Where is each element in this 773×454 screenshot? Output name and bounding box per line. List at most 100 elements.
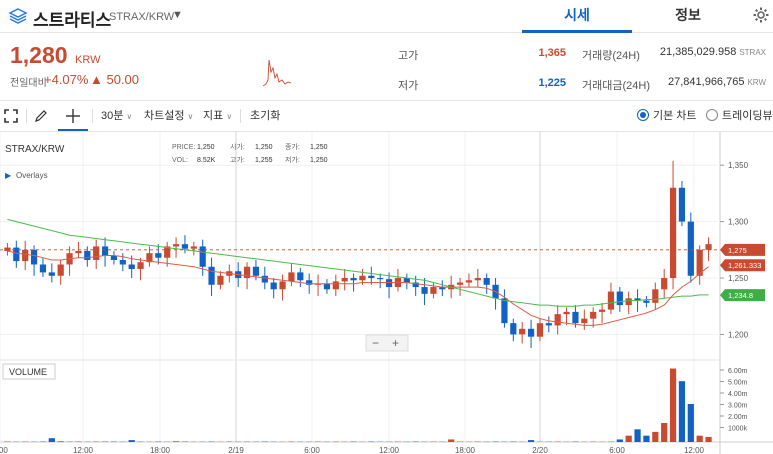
change-percent: +4.07% [44, 72, 89, 87]
candle-body [110, 255, 118, 260]
zoom-out-button[interactable]: − [372, 336, 379, 350]
candle-body [519, 328, 526, 335]
overlays-toggle[interactable]: Overlays [16, 171, 48, 180]
volume-bar [4, 441, 11, 442]
candle-body [590, 311, 597, 319]
candle-body [323, 283, 331, 290]
y-tick-label: 1,250 [728, 274, 749, 283]
x-tick-label: 6:00 [609, 446, 625, 454]
reset-button[interactable]: 초기화 [250, 110, 281, 122]
value-24h-label: 거래대금(24H) [582, 80, 650, 92]
candle-body [13, 247, 20, 262]
candle-body [598, 309, 606, 312]
basic-chart-radio[interactable]: 기본 차트 [637, 101, 697, 131]
candle-body [279, 281, 286, 290]
candle-body [181, 244, 189, 249]
value-24h: 27,841,966,765 KRW [668, 76, 766, 88]
candle-body [439, 287, 446, 290]
candle-body [261, 275, 268, 283]
pencil-icon[interactable] [34, 109, 48, 123]
fullscreen-icon[interactable] [4, 109, 18, 123]
volume-bar [625, 435, 632, 442]
volume-tick-label: 3.00m [728, 403, 748, 410]
chart-grid [0, 132, 773, 454]
candle-body [350, 278, 357, 281]
x-tick-label: 6:00 [0, 446, 8, 454]
candle-body [368, 275, 375, 279]
x-tick-label: 18:00 [455, 446, 476, 454]
candle-body [421, 287, 428, 294]
y-tick-label: 1,350 [728, 161, 749, 170]
info-open-label: 시가: [230, 142, 245, 151]
tradingview-radio[interactable]: 트레이딩뷰 [706, 101, 773, 131]
info-vol-value: 8.52K [197, 157, 216, 164]
chart-settings-menu[interactable]: 차트설정 ∨ [144, 110, 194, 122]
candle-body [687, 221, 694, 276]
price-tag-label: 1,275 [728, 246, 747, 255]
caret-down-icon[interactable]: ▼ [172, 9, 183, 21]
candle-body [678, 187, 686, 222]
candle-body [377, 278, 384, 280]
candle-body [625, 298, 632, 306]
candle-body [403, 278, 410, 283]
candle-body [314, 283, 322, 285]
price-tag-label: 1,234.8 [728, 291, 753, 300]
indicators-menu[interactable]: 지표 ∨ [203, 110, 233, 122]
candle-body [661, 278, 668, 290]
candle-body [57, 264, 64, 276]
candle-body [456, 282, 464, 285]
zoom-control [365, 334, 409, 352]
volume-tick-label: 1000k [728, 426, 748, 433]
x-tick-label: 2/20 [532, 446, 548, 454]
volume-bar [172, 441, 180, 442]
x-tick-label: 2/19 [228, 446, 244, 454]
overlays-caret-icon[interactable]: ▶ [5, 171, 12, 180]
interval-select[interactable]: 30분 ∨ [101, 110, 133, 122]
volume-bar [48, 438, 55, 442]
volume-bar [678, 381, 686, 442]
candle-body [643, 300, 650, 303]
tab-info[interactable]: 정보 [675, 7, 701, 23]
info-close-label: 종가: [285, 142, 300, 151]
volume-title: VOLUME [9, 367, 47, 377]
candle-body [155, 253, 162, 258]
volume-bar [75, 441, 82, 442]
price-chart[interactable]: 1,350 1,300 1,250 1,200 6.00m 5.00m 4.00m 3.00m… [0, 132, 773, 454]
y-tick-label: 1,200 [728, 330, 749, 339]
candle-body [572, 311, 579, 324]
gear-icon[interactable] [752, 6, 770, 24]
candle-body [430, 287, 437, 294]
candle-body [385, 279, 393, 288]
change-label: 전일대비 [10, 78, 47, 89]
candle-body [563, 311, 570, 315]
price-tag-box [720, 289, 765, 302]
candle-body [137, 262, 144, 269]
candle-body [288, 272, 295, 282]
volume-bar [696, 435, 703, 442]
info-price-label: PRICE: [172, 144, 195, 151]
volume-tick-label: 5.00m [728, 380, 748, 387]
candle-body [75, 250, 82, 254]
candle-body [93, 246, 100, 260]
tab-price[interactable]: 시세 [522, 0, 632, 33]
zoom-in-button[interactable]: + [392, 336, 399, 350]
candle-body [465, 280, 473, 283]
ma_red-line [7, 250, 709, 326]
axis-labels: 1,350 1,300 1,250 1,200 6.00m 5.00m 4.00m 3.00m… [0, 161, 749, 454]
price-tag-label: 1,261.333 [728, 261, 761, 270]
price-sparkline [263, 59, 291, 87]
crosshair-tool[interactable] [58, 101, 88, 131]
low-label: 저가 [398, 80, 419, 92]
candle-body [412, 282, 419, 288]
volume-tick-label: 2.00m [728, 414, 748, 421]
radio-unselected [706, 109, 718, 121]
volume-bar [634, 429, 641, 442]
volume-bar [652, 431, 659, 442]
candle-body [341, 278, 348, 282]
info-high-value: 1,255 [255, 157, 273, 164]
candle-body [501, 298, 508, 324]
x-tick-label: 6:00 [304, 446, 320, 454]
volume-bar [687, 404, 694, 442]
info-vol-label: VOL: [172, 157, 188, 164]
candle-body [527, 328, 535, 337]
